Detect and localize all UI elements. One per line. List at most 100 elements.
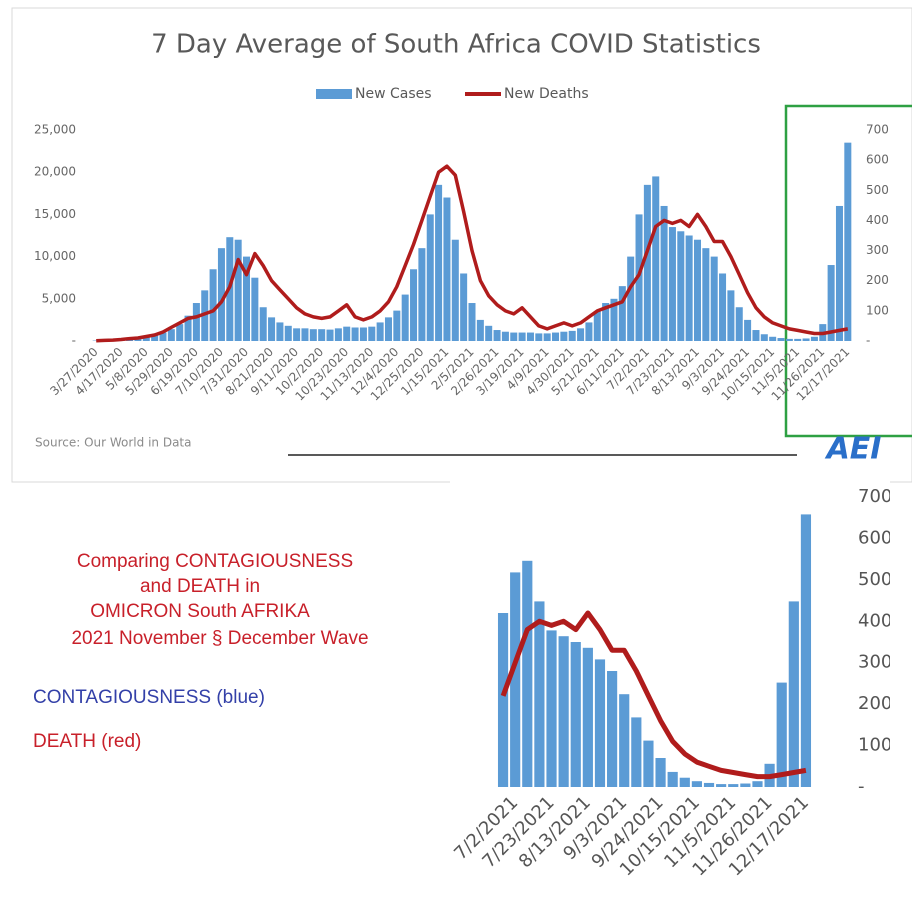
case-bar xyxy=(710,256,718,341)
case-bar xyxy=(752,330,760,341)
legend-label: New Deaths xyxy=(504,86,589,102)
case-bar xyxy=(677,231,685,341)
y2-tick-label: 500 xyxy=(858,569,892,590)
case-bar xyxy=(242,256,251,341)
case-bar xyxy=(785,338,793,341)
case-bar xyxy=(560,331,568,341)
case-bar xyxy=(401,294,409,341)
case-bar xyxy=(526,332,534,341)
case-bar xyxy=(284,325,292,341)
case-bar xyxy=(217,248,225,341)
case-bar xyxy=(752,781,763,787)
case-bar xyxy=(760,334,768,341)
legend-label: New Cases xyxy=(355,86,432,102)
case-bar xyxy=(176,324,184,341)
case-bar xyxy=(577,328,585,341)
case-bar xyxy=(410,269,418,341)
case-bar xyxy=(788,601,799,787)
case-bar xyxy=(151,335,159,341)
case-bar xyxy=(800,514,812,787)
case-bar xyxy=(716,784,727,787)
case-bar xyxy=(558,636,569,787)
case-bar xyxy=(593,311,601,341)
y-tick-label: - xyxy=(72,334,76,348)
annotation: Comparing CONTAGIOUSNESS xyxy=(77,551,353,572)
case-bar xyxy=(159,332,167,341)
case-bar xyxy=(655,758,666,787)
case-bar xyxy=(293,328,301,341)
y-tick-label: 15,000 xyxy=(34,207,76,221)
case-bar xyxy=(510,332,518,341)
case-bar xyxy=(485,325,493,341)
case-bar xyxy=(594,659,606,787)
case-bar xyxy=(209,269,217,341)
case-bar xyxy=(610,298,618,341)
case-bar xyxy=(827,265,835,341)
case-bar xyxy=(702,248,710,341)
case-bar xyxy=(618,286,626,341)
highlight-box xyxy=(784,104,912,438)
case-bar xyxy=(691,781,702,787)
y2-tick-label: 400 xyxy=(858,610,892,631)
case-bar xyxy=(276,322,284,341)
case-bar xyxy=(167,329,175,341)
case-bar xyxy=(309,329,317,341)
case-bar xyxy=(585,322,593,341)
y-tick-label: 5,000 xyxy=(42,291,76,305)
case-bar xyxy=(460,273,468,341)
case-bar xyxy=(844,142,852,341)
case-bar xyxy=(443,197,451,341)
case-bar xyxy=(184,315,192,341)
case-bar xyxy=(251,277,259,341)
case-bar xyxy=(192,303,200,341)
y-tick-label: 10,000 xyxy=(34,249,76,263)
case-bar xyxy=(384,317,392,341)
case-bar xyxy=(619,694,630,787)
case-bar xyxy=(602,303,610,341)
case-bar xyxy=(518,332,526,341)
case-bar xyxy=(552,332,560,341)
y2-tick-label: - xyxy=(866,334,870,348)
annotation: 2021 November § December Wave xyxy=(71,628,368,649)
case-bar xyxy=(393,310,401,341)
case-bar xyxy=(510,572,521,787)
case-bar xyxy=(679,777,690,787)
case-bar xyxy=(570,642,581,787)
case-bar xyxy=(740,783,751,787)
case-bar xyxy=(359,327,367,341)
y2-tick-label: - xyxy=(858,776,865,797)
case-bar xyxy=(522,560,533,787)
case-bar xyxy=(426,214,434,341)
case-bar xyxy=(835,205,843,341)
case-bar xyxy=(631,717,642,787)
case-bar xyxy=(794,338,802,341)
y2-tick-label: 600 xyxy=(866,153,889,167)
case-bar xyxy=(582,647,593,787)
death-line xyxy=(500,610,807,780)
annotation: DEATH (red) xyxy=(33,731,141,752)
case-bar xyxy=(728,784,739,787)
y-tick-label: 25,000 xyxy=(34,123,76,137)
case-bar xyxy=(368,326,376,341)
case-bar xyxy=(535,333,543,341)
case-bar xyxy=(468,303,476,341)
case-bar xyxy=(777,338,785,341)
case-bar xyxy=(568,330,576,341)
case-bar xyxy=(643,184,651,341)
case-bar xyxy=(668,227,676,341)
case-bar xyxy=(769,336,777,341)
y2-tick-label: 200 xyxy=(866,273,889,287)
case-bar xyxy=(607,671,618,787)
case-bar xyxy=(810,336,818,341)
case-bar xyxy=(685,235,693,341)
case-bar xyxy=(343,326,351,341)
case-bar xyxy=(326,329,334,341)
case-bar xyxy=(301,328,309,341)
y2-tick-label: 100 xyxy=(858,735,892,756)
case-bar xyxy=(627,256,635,341)
logo: AEI xyxy=(825,432,882,467)
y2-tick-label: 200 xyxy=(858,693,892,714)
case-bar xyxy=(497,613,509,787)
